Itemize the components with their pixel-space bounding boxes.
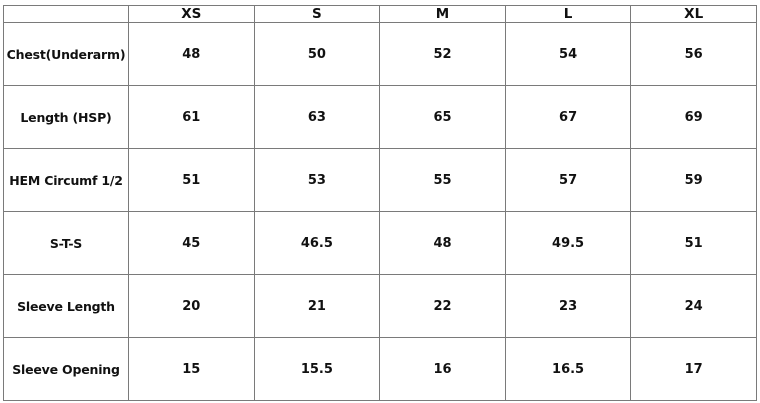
- size-header-xl: XL: [630, 5, 757, 23]
- row-label: Sleeve Opening: [3, 337, 129, 401]
- value-cell: 16: [379, 337, 506, 401]
- row-label: Sleeve Length: [3, 274, 129, 338]
- value-cell: 46.5: [253, 211, 381, 275]
- value-cell: 48: [379, 211, 506, 275]
- value-cell: 52: [379, 22, 506, 86]
- header-row: XS S M L XL: [3, 5, 757, 23]
- value-cell: 57: [504, 148, 632, 212]
- table-row: Sleeve Opening 15 15.5 16 16.5 17: [3, 337, 757, 401]
- size-header-s: S: [253, 5, 381, 23]
- value-cell: 55: [379, 148, 506, 212]
- value-cell: 67: [504, 85, 632, 149]
- value-cell: 15.5: [253, 337, 381, 401]
- value-cell: 23: [504, 274, 632, 338]
- value-cell: 16.5: [504, 337, 632, 401]
- table-row: Chest(Underarm) 48 50 52 54 56: [3, 22, 757, 86]
- size-header-m: M: [379, 5, 506, 23]
- value-cell: 65: [379, 85, 506, 149]
- value-cell: 51: [128, 148, 255, 212]
- table-row: Sleeve Length 20 21 22 23 24: [3, 274, 757, 338]
- value-cell: 24: [630, 274, 757, 338]
- table-row: Length (HSP) 61 63 65 67 69: [3, 85, 757, 149]
- value-cell: 50: [253, 22, 381, 86]
- value-cell: 59: [630, 148, 757, 212]
- value-cell: 48: [128, 22, 255, 86]
- value-cell: 17: [630, 337, 757, 401]
- table-row: HEM Circumf 1/2 51 53 55 57 59: [3, 148, 757, 212]
- corner-cell: [3, 5, 129, 23]
- value-cell: 54: [504, 22, 632, 86]
- value-cell: 49.5: [504, 211, 632, 275]
- table-row: S-T-S 45 46.5 48 49.5 51: [3, 211, 757, 275]
- row-label: Length (HSP): [3, 85, 129, 149]
- row-label: Chest(Underarm): [3, 22, 129, 86]
- value-cell: 20: [128, 274, 255, 338]
- value-cell: 63: [253, 85, 381, 149]
- value-cell: 22: [379, 274, 506, 338]
- value-cell: 53: [253, 148, 381, 212]
- value-cell: 45: [128, 211, 255, 275]
- value-cell: 15: [128, 337, 255, 401]
- value-cell: 56: [630, 22, 757, 86]
- row-label: S-T-S: [3, 211, 129, 275]
- value-cell: 51: [630, 211, 757, 275]
- value-cell: 61: [128, 85, 255, 149]
- size-chart-table: XS S M L XL Chest(Underarm) 48 50 52 54 56 Length …: [3, 5, 757, 401]
- size-header-l: L: [504, 5, 632, 23]
- row-label: HEM Circumf 1/2: [3, 148, 129, 212]
- value-cell: 69: [630, 85, 757, 149]
- value-cell: 21: [253, 274, 381, 338]
- size-header-xs: XS: [128, 5, 255, 23]
